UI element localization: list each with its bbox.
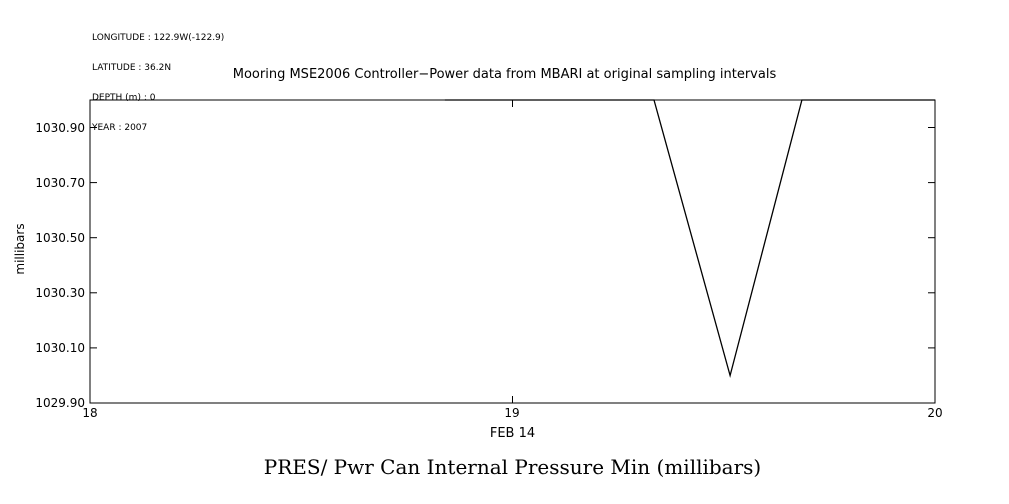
x-tick-label: 18 — [82, 406, 98, 420]
metadata-block: LONGITUDE : 122.9W(-122.9) LATITUDE : 36… — [92, 13, 224, 153]
y-axis-label: millibars — [13, 223, 27, 275]
pressure-data-line — [444, 99, 935, 379]
plot-frame — [89, 99, 936, 404]
y-tick-label: 1029.90 — [35, 396, 85, 410]
x-tick-label: 20 — [927, 406, 943, 420]
chart-title: Mooring MSE2006 Controller−Power data fr… — [232, 67, 777, 82]
y-tick-label: 1030.50 — [35, 231, 85, 245]
y-tick-label: 1030.30 — [35, 286, 85, 300]
y-tick-label: 1030.90 — [35, 121, 85, 135]
y-tick-label: 1030.10 — [35, 341, 85, 355]
latitude-text: LATITUDE : 36.2N — [92, 63, 172, 73]
chart-bottom-title: PRES/ Pwr Can Internal Pressure Min (mil… — [263, 455, 762, 479]
year-text: YEAR : 2007 — [92, 123, 148, 133]
longitude-text: LONGITUDE : 122.9W(-122.9) — [92, 33, 225, 43]
x-axis-label: FEB 14 — [489, 426, 536, 441]
y-tick-label: 1030.70 — [35, 176, 85, 190]
x-tick-label: 19 — [504, 406, 520, 420]
tick-marks — [89, 100, 936, 404]
depth-text: DEPTH (m) : 0 — [92, 93, 156, 103]
